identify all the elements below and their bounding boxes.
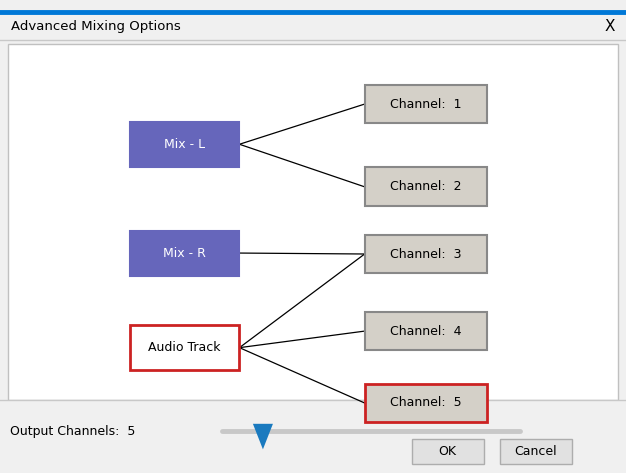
Text: Channel:  2: Channel: 2 xyxy=(390,180,461,193)
Text: Channel:  4: Channel: 4 xyxy=(390,324,461,338)
Text: Channel:  5: Channel: 5 xyxy=(390,396,461,410)
FancyBboxPatch shape xyxy=(130,230,239,275)
FancyBboxPatch shape xyxy=(8,44,618,400)
Text: Channel:  3: Channel: 3 xyxy=(390,247,461,261)
FancyBboxPatch shape xyxy=(364,384,487,422)
Text: OK: OK xyxy=(439,445,456,458)
FancyBboxPatch shape xyxy=(364,167,487,206)
Text: Mix - L: Mix - L xyxy=(164,138,205,151)
Text: Cancel: Cancel xyxy=(515,445,557,458)
FancyBboxPatch shape xyxy=(0,400,626,473)
FancyBboxPatch shape xyxy=(364,85,487,123)
Polygon shape xyxy=(253,424,273,449)
FancyBboxPatch shape xyxy=(130,122,239,167)
Text: Channel:  1: Channel: 1 xyxy=(390,97,461,111)
FancyBboxPatch shape xyxy=(130,325,239,370)
Text: Mix - R: Mix - R xyxy=(163,246,206,260)
FancyBboxPatch shape xyxy=(0,12,626,40)
FancyBboxPatch shape xyxy=(412,439,483,464)
Text: Audio Track: Audio Track xyxy=(148,341,221,354)
FancyBboxPatch shape xyxy=(364,312,487,350)
FancyBboxPatch shape xyxy=(364,235,487,273)
FancyBboxPatch shape xyxy=(500,439,572,464)
Text: Advanced Mixing Options: Advanced Mixing Options xyxy=(11,19,181,33)
Text: Output Channels:  5: Output Channels: 5 xyxy=(10,425,135,438)
Text: X: X xyxy=(604,18,615,34)
